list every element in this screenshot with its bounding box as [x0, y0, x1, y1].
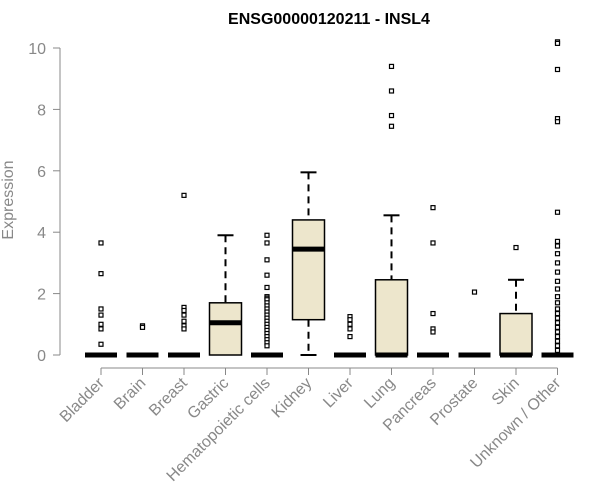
outlier-point [554, 333, 561, 340]
x-tick-label: Skin [489, 375, 523, 409]
outlier-point [554, 278, 561, 284]
outlier-point [388, 123, 395, 129]
box-group [251, 232, 283, 358]
outlier-point [554, 320, 561, 326]
outlier-point [554, 310, 561, 317]
outlier-point [554, 294, 561, 300]
outlier-point [554, 306, 561, 312]
box-group [458, 289, 491, 358]
outlier-point [554, 251, 561, 257]
outlier-point [554, 329, 561, 335]
outlier-point [388, 88, 395, 94]
outlier-point [554, 209, 561, 215]
box-group [208, 234, 243, 356]
outlier-point [554, 315, 561, 321]
x-tick-label: Bladder [57, 374, 108, 425]
outlier-point [181, 326, 187, 332]
outlier-point [264, 284, 270, 291]
outlier-point [98, 341, 104, 347]
outlier-point [98, 321, 104, 327]
y-tick-label: 2 [37, 287, 46, 304]
outlier-point [430, 205, 436, 211]
x-tick-label: Breast [146, 374, 191, 419]
outlier-point [554, 243, 561, 249]
outlier-point [554, 300, 561, 306]
outlier-point [554, 238, 561, 245]
outlier-point [554, 347, 561, 353]
outlier-point [554, 119, 561, 125]
outlier-point [513, 244, 519, 251]
box-group [374, 63, 409, 358]
outlier-point [347, 326, 353, 332]
outlier-point [181, 307, 187, 314]
outlier-point [430, 240, 436, 246]
outlier-point [264, 272, 270, 278]
outlier-point [471, 289, 478, 295]
outlier-point [181, 312, 187, 318]
box-group [126, 323, 159, 358]
outlier-point [98, 271, 104, 277]
x-tick-label: Liver [320, 374, 357, 411]
outlier-point [181, 192, 187, 198]
outlier-point [264, 257, 270, 263]
x-tick-label: Kidney [269, 375, 316, 422]
box-iqr [374, 279, 409, 356]
box-iqr [499, 312, 533, 356]
x-tick-label: Lung [361, 375, 398, 412]
plot-area [85, 39, 574, 358]
outlier-point [388, 112, 395, 119]
y-tick-label: 8 [37, 102, 46, 119]
outlier-point [347, 317, 353, 323]
y-axis: 0 2 4 6 8 10 [28, 41, 61, 365]
outlier-point [98, 326, 104, 332]
chart-title: ENSG00000120211 - INSL4 [228, 11, 430, 28]
outlier-point [98, 240, 104, 246]
outlier-point [554, 260, 561, 266]
outlier-point [264, 240, 270, 246]
outlier-point [388, 63, 395, 70]
x-tick-label: Brain [111, 375, 149, 413]
outlier-point [554, 338, 561, 344]
outlier-point [264, 343, 270, 349]
outlier-point [430, 329, 436, 335]
outlier-point [554, 343, 561, 349]
outlier-point [554, 269, 561, 275]
outlier-point [347, 333, 353, 340]
outlier-point [139, 324, 146, 330]
box-group [291, 171, 326, 356]
y-tick-label: 4 [37, 225, 46, 242]
box-iqr [291, 219, 326, 321]
outlier-point [430, 310, 436, 317]
box-group [499, 244, 533, 358]
y-tick-label: 6 [37, 164, 46, 181]
outlier-point [98, 306, 104, 312]
box-group [85, 240, 117, 358]
y-axis-label: Expression [0, 160, 17, 239]
box-group [417, 205, 449, 358]
outlier-point [264, 232, 270, 238]
outlier-point [554, 324, 561, 330]
box-group [541, 39, 574, 358]
y-tick-label: 0 [37, 348, 46, 365]
outlier-point [554, 40, 561, 46]
box-group [334, 314, 366, 358]
outlier-point [347, 321, 353, 327]
box-iqr [208, 302, 243, 356]
outlier-point [554, 66, 561, 73]
y-tick-label: 10 [28, 41, 46, 58]
outlier-point [554, 286, 561, 292]
outlier-point [181, 318, 187, 324]
outlier-point [98, 312, 104, 318]
box-group [168, 192, 200, 358]
